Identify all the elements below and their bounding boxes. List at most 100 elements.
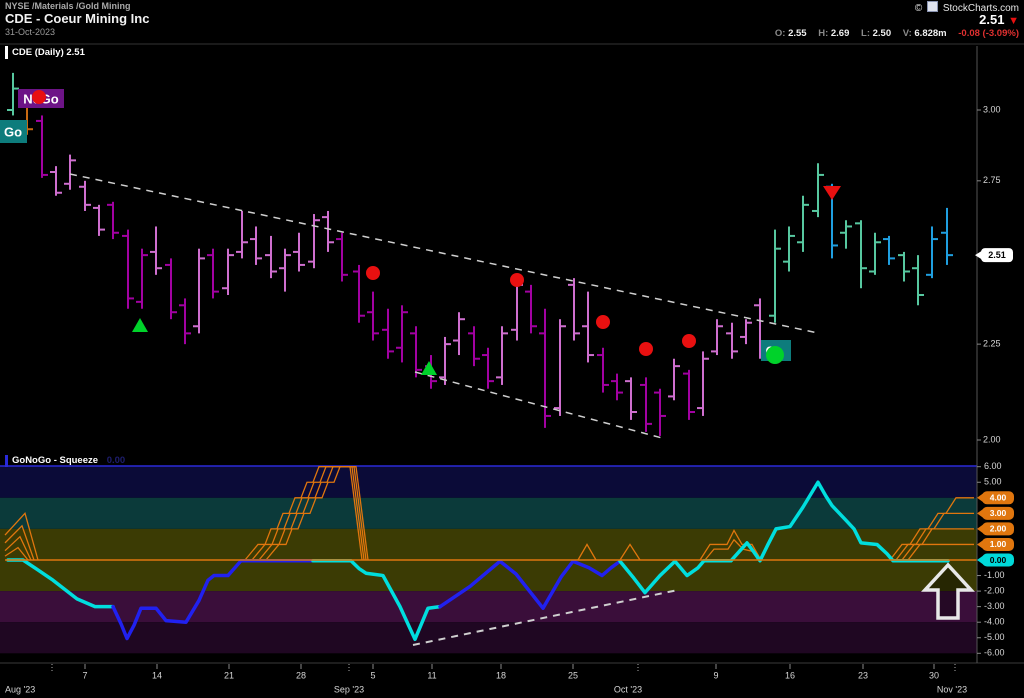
price-bar [668, 358, 680, 401]
month-label: Oct '23 [614, 684, 642, 694]
date-tick-label: 28 [296, 670, 306, 680]
price-trendline-dashed [69, 173, 819, 334]
price-bar [869, 232, 881, 275]
squeeze-indicator-line [4, 546, 29, 561]
price-tick-label: 2.00 [983, 434, 1001, 444]
price-bar [250, 226, 262, 265]
price-bar [93, 204, 105, 236]
price-tick-label: 2.25 [983, 339, 1001, 349]
squeeze-tick-label: -5.00 [984, 632, 1005, 642]
squeeze-tick-label: -2.00 [984, 585, 1005, 595]
squeeze-indicator-line [901, 528, 974, 561]
low-label: L: [861, 28, 870, 39]
date-tick-label: 30 [929, 670, 939, 680]
open-label: O: [774, 28, 786, 39]
squeeze-indicator-line [251, 466, 367, 561]
price-bar [122, 229, 134, 309]
breakout-up-arrow-icon [921, 562, 975, 620]
squeeze-tick-label: -3.00 [984, 601, 1005, 611]
price-bar [582, 291, 594, 363]
price-bar [382, 308, 394, 359]
squeeze-indicator-line [265, 466, 363, 561]
price-bar [50, 166, 62, 196]
date-tick-label: 11 [427, 670, 436, 680]
squeeze-pill-label: 2.00 [990, 524, 1007, 534]
nogo-continuation-dot-icon [510, 273, 524, 287]
squeeze-indicator-line [907, 543, 974, 561]
price-bar [812, 163, 824, 218]
high-value: 2.69 [830, 28, 850, 39]
price-bar [353, 264, 365, 323]
squeeze-indicator-line [4, 524, 35, 561]
price-bar [64, 154, 76, 190]
squeeze-pill: 2.00 [977, 522, 1014, 536]
price-bar [554, 319, 566, 416]
squeeze-pill: 1.00 [977, 537, 1014, 551]
price-bar [468, 326, 480, 367]
squeeze-pill-label: 1.00 [990, 539, 1007, 549]
low-value: 2.50 [872, 28, 892, 39]
squeeze-tick-label: 5.00 [984, 477, 1002, 487]
squeeze-tick-label: 6.00 [984, 461, 1002, 471]
price-bar [511, 278, 523, 341]
page-title: CDE - Coeur Mining Inc [5, 11, 150, 26]
price-bar [410, 326, 422, 378]
price-bar [611, 373, 623, 401]
date-tick-label: 7 [82, 670, 87, 680]
price-tick-label: 2.75 [983, 175, 1001, 185]
price-bar [367, 291, 379, 341]
price-bar [7, 72, 19, 116]
price-bar [179, 298, 191, 345]
squeeze-band [0, 622, 977, 654]
price-bar [840, 220, 852, 249]
price-bar [783, 226, 795, 272]
price-bar [740, 319, 752, 345]
price-bar [236, 210, 248, 259]
price-bar [726, 322, 738, 359]
price-bar [293, 232, 305, 272]
price-bar [941, 207, 953, 265]
price-tick-label: 3.00 [983, 104, 1001, 114]
price-bar [439, 336, 451, 385]
go-trend-circle-icon [766, 346, 784, 364]
price-bar [683, 369, 695, 420]
date-tick-label: 5 [370, 670, 375, 680]
down-arrow-icon: ▼ [1008, 15, 1019, 27]
last-price-pill-label: 2.51 [988, 250, 1006, 260]
squeeze-tick-label: -1.00 [984, 570, 1005, 580]
chart-date: 31-Oct-2023 [5, 27, 56, 37]
oscillator-line [111, 559, 315, 641]
series-label: CDE (Daily) 2.51 [5, 46, 89, 59]
squeeze-pill: 3.00 [977, 506, 1014, 520]
squeeze-tick-label: -4.00 [984, 617, 1005, 627]
price-bar [453, 312, 465, 356]
volume-label: V: [902, 28, 912, 39]
price-bar [336, 232, 348, 282]
copyright-site: StockCharts.com [942, 3, 1019, 14]
squeeze-indicator-line [619, 543, 641, 561]
price-bar [79, 180, 91, 211]
go-countertrend-triangle-icon [421, 361, 437, 375]
price-bar [396, 305, 408, 363]
squeeze-label-text: GoNoGo - Squeeze [12, 455, 99, 466]
price-bar [883, 235, 895, 265]
price-bar [597, 347, 609, 393]
copyright-symbol: © [914, 3, 923, 14]
date-tick-label: 25 [568, 670, 578, 680]
price-bar [697, 351, 709, 416]
last-price: 2.51 ▼ [979, 12, 1019, 27]
squeeze-label-value: 0.00 [106, 455, 126, 466]
price-bar [36, 115, 48, 178]
squeeze-pill-label: 4.00 [990, 493, 1007, 503]
squeeze-tick-label: -6.00 [984, 648, 1005, 658]
date-tick-label: 14 [152, 670, 162, 680]
squeeze-indicator-line [244, 466, 369, 561]
go-label-box-left: Go [0, 120, 27, 143]
price-bar [769, 229, 781, 323]
copyright: © StockCharts.com [915, 1, 1019, 14]
high-label: H: [818, 28, 829, 39]
price-bar [107, 201, 119, 240]
nogo-continuation-dot-icon [639, 342, 653, 356]
price-bar [207, 248, 219, 299]
ohlcv-row: O: 2.55 H: 2.69 L: 2.50 V: 6.828m -0.08 … [766, 28, 1019, 39]
